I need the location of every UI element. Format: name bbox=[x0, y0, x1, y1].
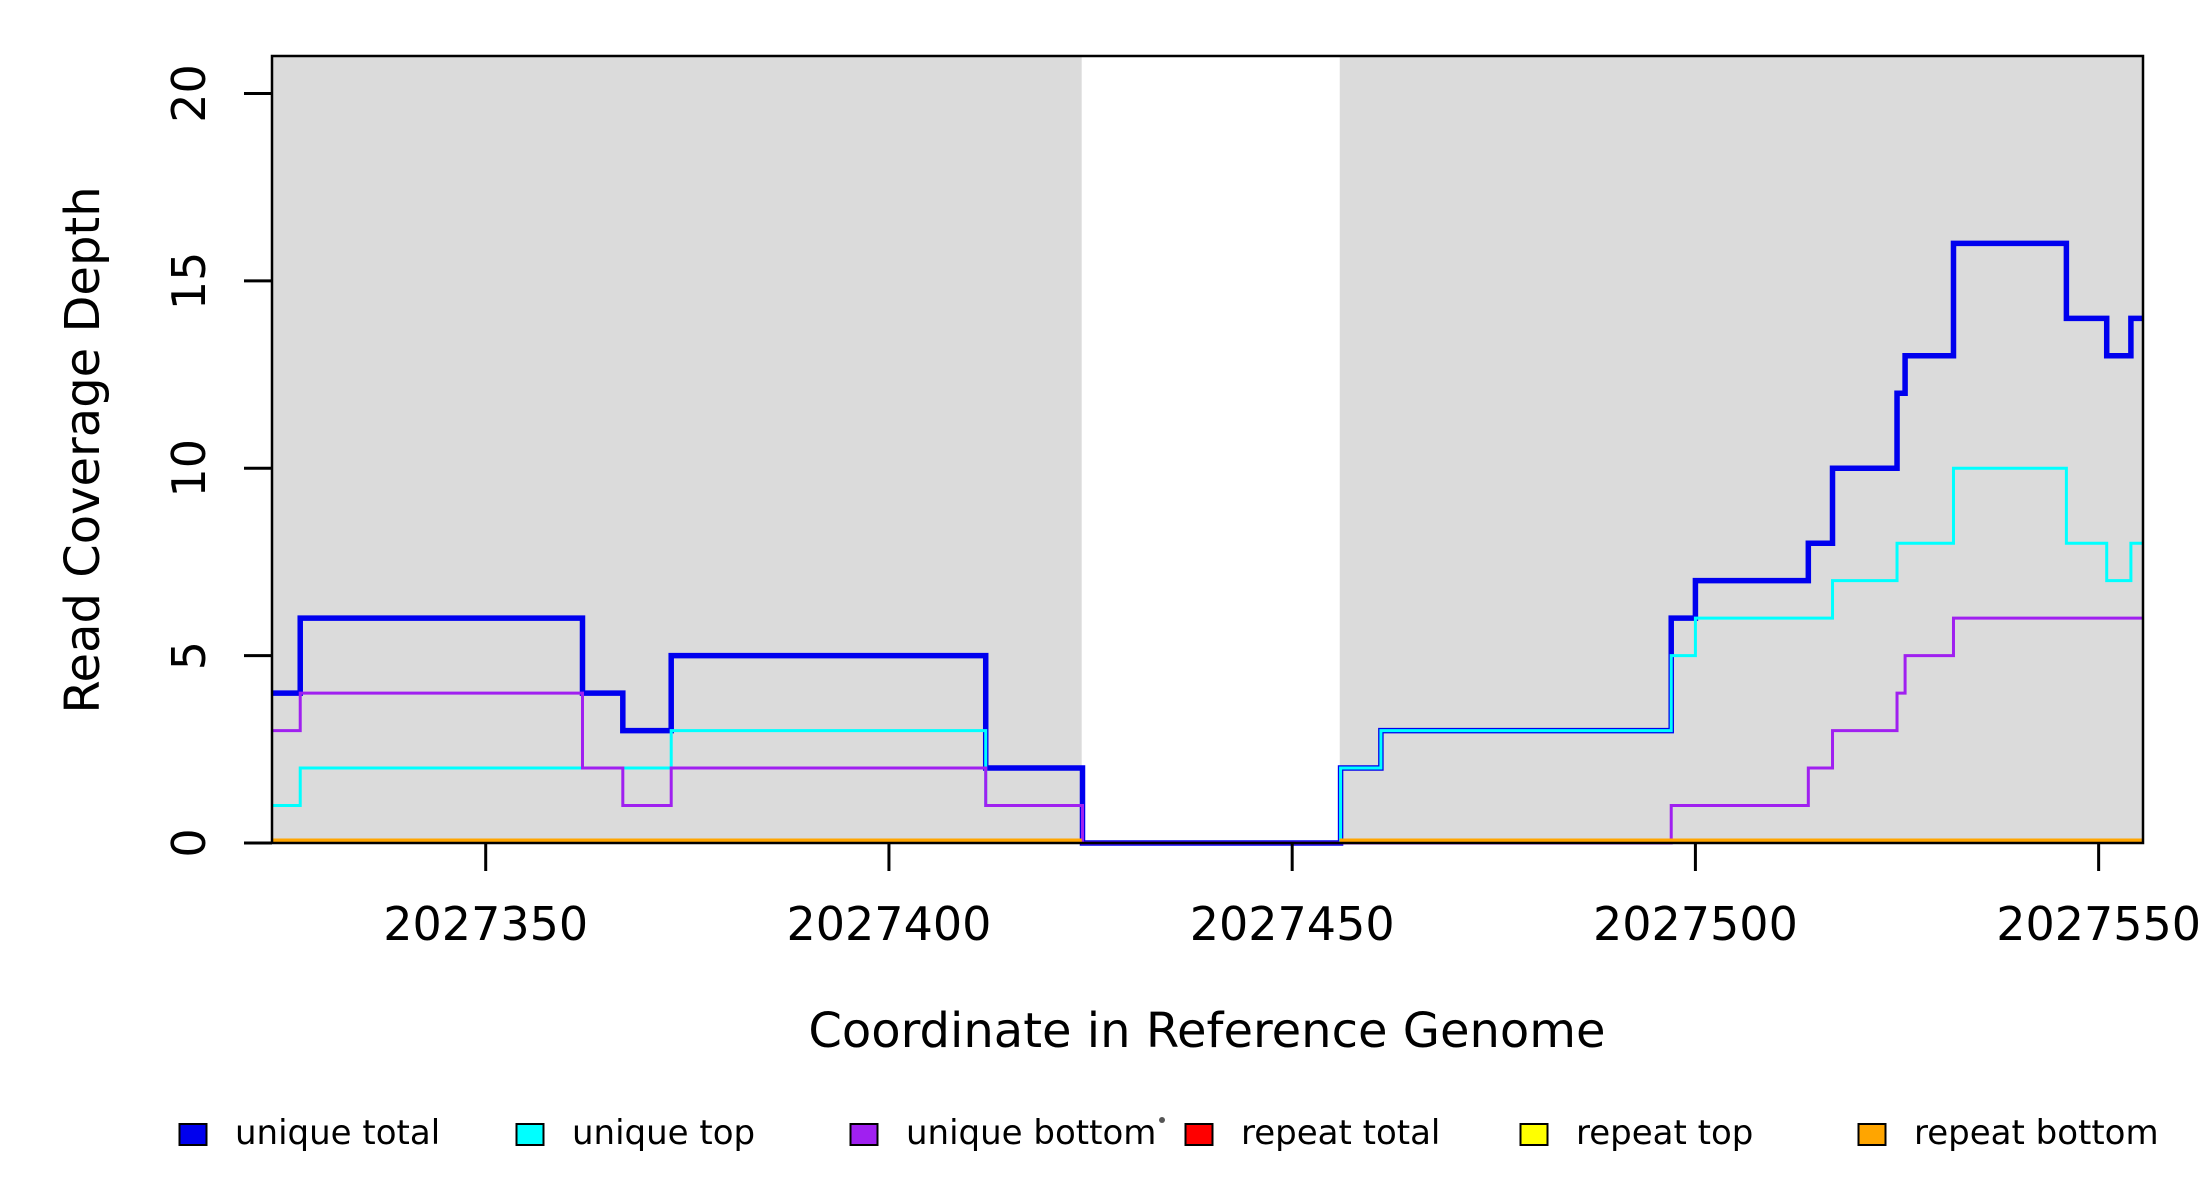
legend-swatch bbox=[178, 1123, 208, 1146]
y-tick-label: 15 bbox=[162, 252, 216, 311]
legend-swatch bbox=[1519, 1123, 1549, 1146]
y-axis-title: Read Coverage Depth bbox=[55, 186, 111, 713]
x-tick-label: 2027550 bbox=[1996, 897, 2200, 951]
legend-item-unique-bottom: unique bottom bbox=[849, 1113, 1156, 1153]
legend-item-label: repeat total bbox=[1241, 1113, 1440, 1153]
x-tick-label: 2027450 bbox=[1190, 897, 1395, 951]
legend-item-label: unique top bbox=[572, 1113, 755, 1153]
legend-swatch bbox=[849, 1123, 879, 1146]
y-tick-label: 20 bbox=[162, 64, 216, 123]
legend-item-repeat-bottom: repeat bottom bbox=[1857, 1113, 2159, 1153]
stray-mark bbox=[1159, 1117, 1165, 1123]
y-tick-label: 5 bbox=[162, 641, 216, 670]
x-tick-label: 2027400 bbox=[787, 897, 992, 951]
legend-item-label: unique bottom bbox=[906, 1113, 1156, 1153]
shaded-region bbox=[1339, 57, 2143, 843]
x-axis-title: Coordinate in Reference Genome bbox=[808, 1003, 1605, 1059]
x-tick-label: 2027500 bbox=[1593, 897, 1798, 951]
x-tick-label: 2027350 bbox=[383, 897, 588, 951]
legend-item-repeat-total: repeat total bbox=[1184, 1113, 1440, 1153]
legend-item-repeat-top: repeat top bbox=[1519, 1113, 1753, 1153]
series-unique-total-line bbox=[272, 240, 2143, 846]
legend: unique total unique top unique bottom repea… bbox=[178, 1113, 2159, 1153]
plot-box-border bbox=[270, 54, 2145, 845]
y-tick-label: 10 bbox=[162, 439, 216, 498]
shaded-region bbox=[272, 57, 1082, 843]
legend-item-label: unique total bbox=[235, 1113, 440, 1153]
series-unique-top-line bbox=[272, 466, 2143, 845]
legend-item-label: repeat top bbox=[1576, 1113, 1753, 1153]
legend-swatch bbox=[515, 1123, 545, 1146]
legend-item-unique-total: unique total bbox=[178, 1113, 440, 1153]
legend-swatch bbox=[1184, 1123, 1214, 1146]
x-axis: 2027350 2027400 2027450 2027500 2027550 bbox=[383, 843, 2200, 951]
legend-item-label: repeat bottom bbox=[1914, 1113, 2159, 1153]
y-axis: 0 5 10 15 20 bbox=[162, 64, 272, 858]
plot-box bbox=[270, 54, 2145, 845]
legend-swatch bbox=[1857, 1123, 1887, 1146]
y-tick-label: 0 bbox=[162, 828, 216, 857]
shaded-regions bbox=[272, 57, 2143, 843]
legend-item-unique-top: unique top bbox=[515, 1113, 755, 1153]
